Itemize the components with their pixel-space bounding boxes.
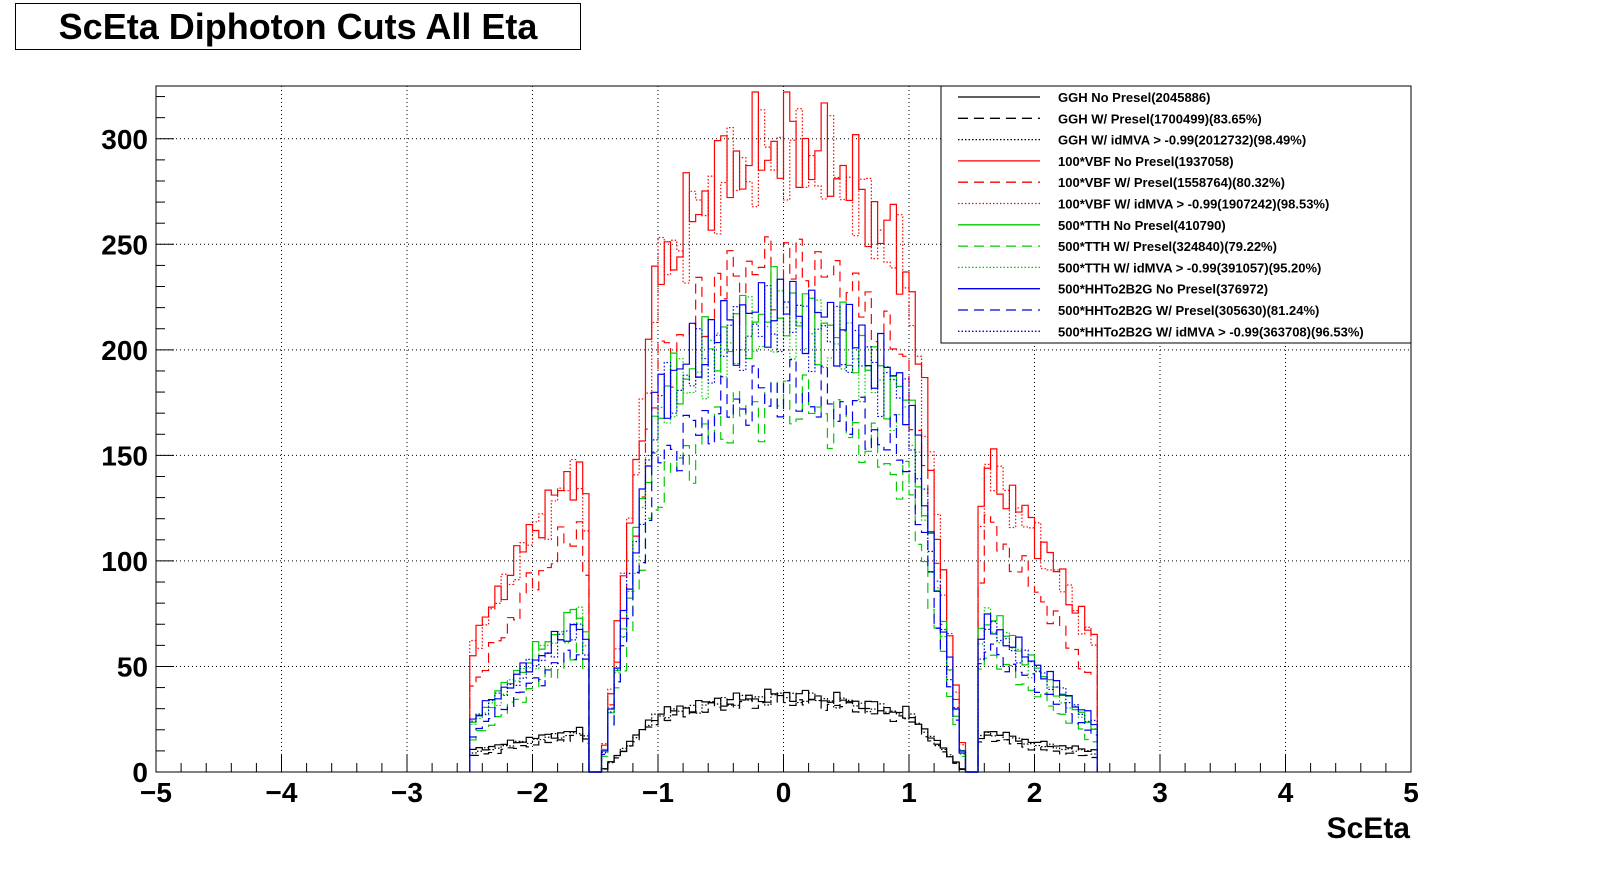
- x-tick-label: −1: [642, 777, 674, 808]
- legend-box: [940, 85, 1412, 344]
- legend-label: 500*HHTo2B2G No Presel(376972): [1058, 282, 1268, 297]
- x-tick-label: −3: [391, 777, 423, 808]
- series-line: [469, 266, 1098, 773]
- x-tick-label: 4: [1278, 777, 1294, 808]
- legend-label: 500*TTH W/ idMVA > -0.99(391057)(95.20%): [1058, 260, 1321, 275]
- y-tick-label: 300: [101, 124, 148, 155]
- series-group: [469, 91, 1098, 773]
- y-tick-label: 100: [101, 546, 148, 577]
- series-line: [469, 91, 1098, 773]
- x-tick-label: −4: [266, 777, 298, 808]
- y-tick-label: 200: [101, 335, 148, 366]
- legend-label: 500*TTH No Presel(410790): [1058, 218, 1226, 233]
- series-line: [469, 374, 1098, 773]
- legend-label: GGH W/ idMVA > -0.99(2012732)(98.49%): [1058, 133, 1306, 148]
- series-line: [469, 108, 1098, 773]
- y-tick-label: 150: [101, 440, 148, 471]
- x-tick-label: 1: [901, 777, 917, 808]
- x-tick-label: 2: [1027, 777, 1043, 808]
- y-tick-label: 0: [132, 757, 148, 788]
- legend-label: 500*HHTo2B2G W/ Presel(305630)(81.24%): [1058, 303, 1319, 318]
- y-tick-label: 250: [101, 229, 148, 260]
- x-tick-label: −5: [140, 777, 172, 808]
- chart-title: ScEta Diphoton Cuts All Eta: [15, 3, 581, 50]
- axis-ticks: [155, 96, 1412, 773]
- x-axis-label: ScEta: [1327, 812, 1411, 845]
- x-tick-label: 3: [1152, 777, 1168, 808]
- x-tick-label: −2: [517, 777, 549, 808]
- legend-label: 100*VBF No Presel(1937058): [1058, 154, 1234, 169]
- y-tick-label: 50: [117, 651, 148, 682]
- legend-label: 100*VBF W/ idMVA > -0.99(1907242)(98.53%…: [1058, 197, 1329, 212]
- series-line: [469, 692, 1098, 773]
- legend-label: GGH W/ Presel(1700499)(83.65%): [1058, 111, 1262, 126]
- series-line: [469, 290, 1098, 773]
- series-line: [469, 285, 1098, 773]
- series-line: [469, 278, 1098, 773]
- legend-label: 500*TTH W/ Presel(324840)(79.22%): [1058, 239, 1277, 254]
- legend-label: 500*HHTo2B2G W/ idMVA > -0.99(363708)(96…: [1058, 324, 1364, 339]
- x-tick-label: 0: [776, 777, 792, 808]
- legend: GGH No Presel(2045886) GGH W/ Presel(1700…: [940, 85, 1412, 344]
- legend-label: GGH No Presel(2045886): [1058, 90, 1210, 105]
- series-line: [469, 236, 1098, 773]
- legend-label: 100*VBF W/ Presel(1558764)(80.32%): [1058, 175, 1285, 190]
- x-tick-label: 5: [1403, 777, 1419, 808]
